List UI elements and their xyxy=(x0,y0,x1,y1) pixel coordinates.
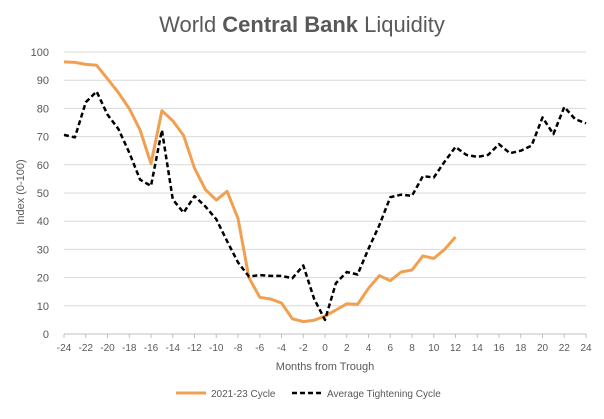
y-tick-label-100: 100 xyxy=(31,47,49,59)
x-tick-label-24: 24 xyxy=(580,343,592,354)
series-lines xyxy=(63,60,587,324)
x-tick-label-20: 20 xyxy=(537,343,549,354)
chart-title-suffix: Liquidity xyxy=(358,12,445,37)
chart-title: World Central Bank Liquidity xyxy=(159,12,445,37)
y-tick-label-60: 60 xyxy=(37,160,49,172)
series-line-cycle-2021-23 xyxy=(63,60,457,324)
gridlines xyxy=(64,51,586,307)
x-tick-label--12: -12 xyxy=(187,343,202,354)
x-tick-label-2: 2 xyxy=(344,343,350,354)
chart-title-prefix: World xyxy=(159,12,222,37)
x-tick-label-14: 14 xyxy=(472,343,484,354)
x-tick-label-18: 18 xyxy=(515,343,527,354)
x-tick-label-12: 12 xyxy=(450,343,462,354)
x-axis-label: Months from Trough xyxy=(276,361,374,373)
x-tick-label--14: -14 xyxy=(166,343,181,354)
x-tick-label--8: -8 xyxy=(234,343,243,354)
x-tick-label--6: -6 xyxy=(255,343,264,354)
x-tick-label--2: -2 xyxy=(299,343,308,354)
x-tick-label-16: 16 xyxy=(493,343,505,354)
x-tick-label-8: 8 xyxy=(409,343,415,354)
y-tick-label-30: 30 xyxy=(37,244,49,256)
x-tick-label--24: -24 xyxy=(57,343,72,354)
x-tick-label-6: 6 xyxy=(387,343,393,354)
x-tick-label--10: -10 xyxy=(209,343,224,354)
y-tick-label-70: 70 xyxy=(37,132,49,144)
chart-title-bold: Central Bank xyxy=(222,12,358,37)
y-tick-label-20: 20 xyxy=(37,273,49,285)
legend-label-2: Average Tightening Cycle xyxy=(327,389,441,400)
legend-label-1: 2021-23 Cycle xyxy=(211,389,276,400)
y-tick-label-80: 80 xyxy=(37,103,49,115)
y-tick-label-10: 10 xyxy=(37,301,49,313)
x-tick-label--20: -20 xyxy=(100,343,115,354)
y-tick-label-40: 40 xyxy=(37,216,49,228)
x-tick-label--16: -16 xyxy=(144,343,159,354)
x-tick-label--18: -18 xyxy=(122,343,137,354)
y-tick-label-90: 90 xyxy=(37,75,49,87)
legend: 2021-23 Cycle Average Tightening Cycle xyxy=(176,389,441,400)
x-tick-label--4: -4 xyxy=(277,343,286,354)
x-tick-label-22: 22 xyxy=(559,343,571,354)
x-tick-label--22: -22 xyxy=(79,343,94,354)
series-line-average-tightening xyxy=(63,90,587,322)
y-axis-label: Index (0-100) xyxy=(15,159,27,224)
x-tick-label-0: 0 xyxy=(322,343,328,354)
y-tick-label-50: 50 xyxy=(37,188,49,200)
x-tick-label-4: 4 xyxy=(366,343,372,354)
y-tick-label-0: 0 xyxy=(43,329,49,341)
x-tick-label-10: 10 xyxy=(428,343,440,354)
